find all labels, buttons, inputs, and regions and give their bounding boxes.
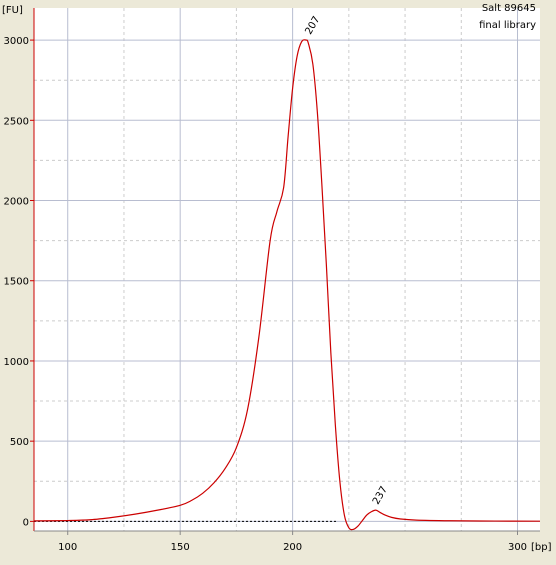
sample-name: Salt 89645: [482, 3, 536, 14]
axes: [33, 8, 540, 532]
y-tick-label: 1000: [4, 357, 29, 368]
x-tick-label: 100: [58, 542, 77, 553]
y-tick-labels: 0 500 1000 1500 2000 2500 3000: [4, 36, 34, 528]
y-tick-label: 0: [23, 517, 29, 528]
grid: [34, 8, 540, 531]
y-tick-label: 2000: [4, 197, 29, 208]
x-tick-label: 300: [508, 542, 527, 553]
trace-line: [33, 39, 541, 531]
y-tick-label: 3000: [4, 36, 29, 47]
x-tick-label: 200: [283, 542, 302, 553]
y-tick-label: 500: [10, 437, 29, 448]
plot-background: [34, 8, 540, 531]
y-tick-label: 2500: [4, 116, 29, 127]
x-tick-labels: 100 150 200 300: [58, 531, 527, 553]
y-axis-label: [FU]: [2, 5, 23, 16]
x-axis-label: [bp]: [531, 542, 552, 553]
sample-note: final library: [479, 20, 536, 31]
x-tick-label: 150: [171, 542, 190, 553]
y-tick-label: 1500: [4, 277, 29, 288]
